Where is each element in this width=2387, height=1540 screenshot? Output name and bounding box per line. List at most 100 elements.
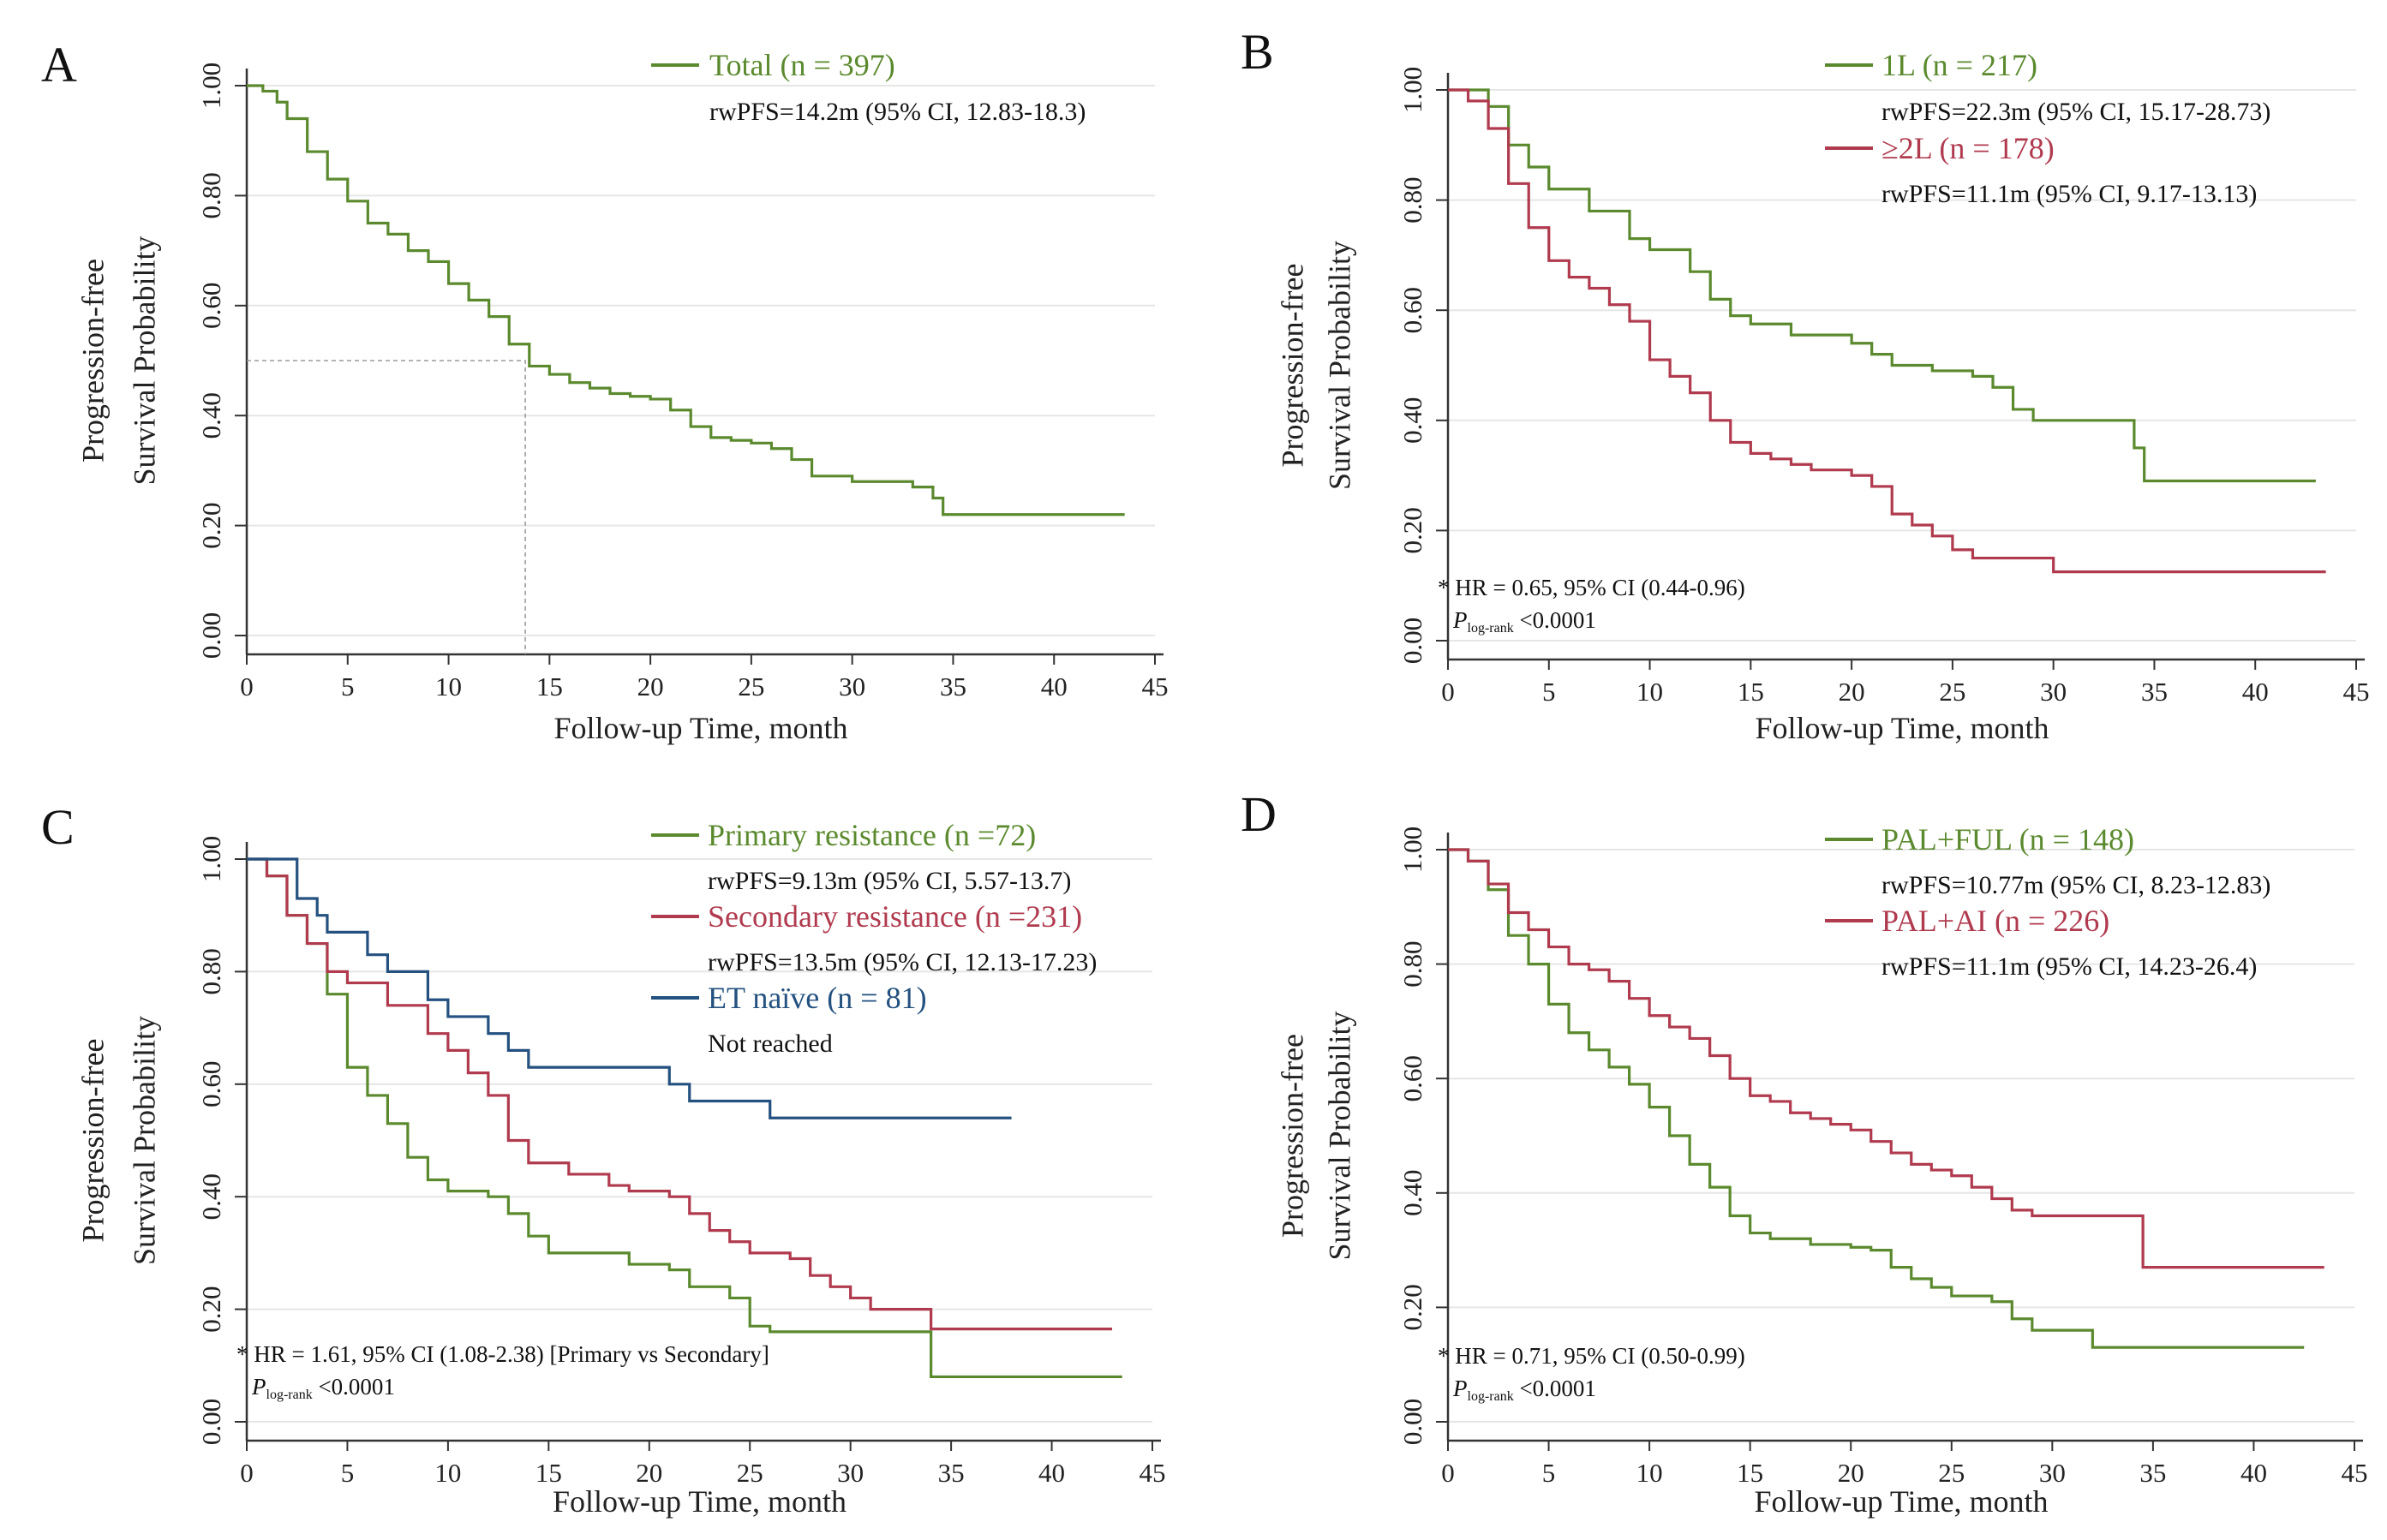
y-axis-title: Progression-free [75,259,110,463]
x-tick-label: 20 [1838,1458,1864,1488]
p-subscript: log-rank [1468,1389,1514,1404]
panel-letter: B [1241,24,1274,80]
legend-subtext: rwPFS=22.3m (95% CI, 15.17-28.73) [1881,98,2270,126]
p-value-annotation: Plog-rank <0.0001 [1452,607,1596,636]
x-tick-label: 35 [2141,677,2168,707]
x-tick-label: 5 [1542,677,1556,707]
x-tick-label: 40 [1038,1458,1065,1488]
y-axis-title: Progression-free [1275,264,1309,468]
x-tick-label: 0 [1441,677,1455,707]
x-tick-label: 10 [1636,1458,1663,1488]
x-tick-label: 5 [341,672,355,701]
y-tick-label: 1.00 [1397,67,1427,113]
x-tick-label: 10 [434,1458,461,1488]
y-tick-label: 0.80 [1397,176,1427,223]
p-value: <0.0001 [313,1374,395,1400]
x-tick-label: 45 [1140,1458,1166,1488]
x-tick-label: 15 [535,1458,562,1488]
x-tick-label: 20 [637,672,664,701]
y-tick-label: 0.00 [196,612,226,659]
x-tick-label: 0 [240,672,254,701]
p-symbol: P [1452,607,1468,633]
y-tick-label: 0.80 [196,948,226,994]
y-tick-label: 0.60 [196,283,226,329]
y-tick-label: 0.40 [1397,397,1427,444]
x-tick-label: 15 [1737,1458,1763,1488]
legend-subtext: rwPFS=10.77m (95% CI, 8.23-12.83) [1881,871,2270,899]
x-tick-label: 30 [837,1458,864,1488]
x-tick-label: 20 [636,1458,662,1488]
p-symbol: P [251,1374,266,1400]
x-tick-label: 25 [1939,677,1965,707]
x-tick-label: 35 [2139,1458,2166,1488]
y-tick-label: 0.20 [196,502,226,548]
km-curve-green [247,84,1125,516]
y-tick-label: 0.40 [196,392,226,439]
y-axis-title: Progression-free [1275,1034,1309,1238]
p-subscript: log-rank [266,1388,313,1402]
y-tick-label: 0.60 [196,1061,226,1107]
x-tick-label: 25 [1938,1458,1965,1488]
legend-subtext: Not reached [708,1030,833,1058]
legend-label: ET naïve (n = 81) [708,981,927,1015]
x-tick-label: 5 [341,1458,355,1488]
p-symbol: P [1452,1376,1468,1401]
legend-label: ≥2L (n = 178) [1881,131,2055,165]
x-tick-label: 30 [2039,1458,2066,1488]
x-tick-label: 45 [1142,672,1169,701]
y-tick-label: 1.00 [196,63,226,109]
x-tick-label: 30 [2040,677,2067,707]
legend-label: Primary resistance (n =72) [708,818,1036,852]
x-tick-label: 25 [738,672,764,701]
y-tick-label: 0.40 [1397,1170,1427,1216]
y-tick-label: 0.60 [1397,1055,1427,1101]
hazard-ratio-annotation: * HR = 1.61, 95% CI (1.08-2.38) [Primary… [236,1341,769,1367]
panel-b: B 0.00 0.20 0.40 0.60 0.80 1.00 0 5 10 15 20 25 30 35 4… [1241,24,2370,745]
y-tick-label: 0.80 [1397,940,1427,987]
x-tick-label: 40 [2240,1458,2267,1488]
p-subscript: log-rank [1468,621,1514,636]
x-tick-label: 45 [2343,677,2370,707]
y-tick-label: 0.00 [1397,618,1427,664]
x-tick-label: 10 [1636,677,1663,707]
y-tick-label: 0.60 [1397,287,1427,333]
x-tick-label: 45 [2342,1458,2368,1488]
x-tick-label: 15 [1738,677,1764,707]
legend-subtext: rwPFS=11.1m (95% CI, 14.23-26.4) [1881,952,2257,981]
panel-c: C 0.00 0.20 0.40 0.60 0.80 1.00 0 5 10 15 20 25 30 35 4… [41,799,1166,1519]
x-tick-label: 35 [940,672,966,701]
panel-d: D 0.00 0.20 0.40 0.60 0.80 1.00 0 5 10 15 20 25 30 35 4… [1241,786,2368,1519]
y-tick-label: 0.20 [1397,507,1427,553]
y-axis-title: Survival Probability [1322,1012,1356,1261]
p-value-annotation: Plog-rank <0.0001 [251,1374,395,1402]
legend-label: Total (n = 397) [709,48,895,82]
panel-letter: C [41,799,75,855]
km-curve-red [247,857,1113,1331]
y-tick-label: 0.20 [196,1286,226,1332]
p-value: <0.0001 [1514,607,1596,633]
hazard-ratio-annotation: * HR = 0.71, 95% CI (0.50-0.99) [1438,1343,1745,1369]
x-tick-label: 40 [1041,672,1068,701]
legend-label: Secondary resistance (n =231) [708,899,1082,934]
x-tick-label: 40 [2242,677,2269,707]
x-tick-label: 10 [435,672,462,701]
x-axis-title: Follow-up Time, month [1754,1484,2048,1519]
y-tick-label: 0.40 [196,1173,226,1220]
legend-subtext: rwPFS=13.5m (95% CI, 12.13-17.23) [708,948,1097,976]
hazard-ratio-annotation: * HR = 0.65, 95% CI (0.44-0.96) [1438,575,1745,600]
x-axis-title: Follow-up Time, month [553,711,847,745]
km-curve-red [1448,88,2326,574]
x-axis-title: Follow-up Time, month [1755,711,2049,745]
legend-label: 1L (n = 217) [1881,48,2037,82]
km-curve-blue [247,857,1012,1119]
x-tick-label: 35 [938,1458,965,1488]
legend-subtext: rwPFS=9.13m (95% CI, 5.57-13.7) [708,867,1071,895]
y-axis-title: Progression-free [75,1039,110,1243]
legend-subtext: rwPFS=11.1m (95% CI, 9.17-13.13) [1881,180,2257,208]
x-tick-label: 15 [536,672,563,701]
panel-a: A 0.00 0.20 0.40 0.60 0.80 1.00 0 5 10 15 20 25 30 35 4… [41,37,1169,745]
x-tick-label: 0 [240,1458,254,1488]
panel-letter: A [41,37,77,93]
legend-label: PAL+AI (n = 226) [1881,904,2109,938]
